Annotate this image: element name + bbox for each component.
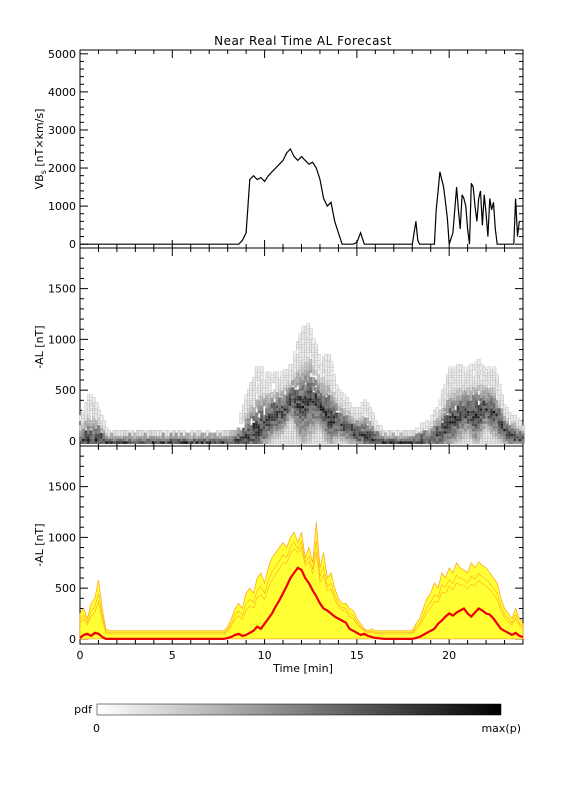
al-pdf-panel: 0 500 1000 1500 -AL [nT] — [33, 247, 525, 448]
pdf-cell — [306, 323, 311, 330]
pdf-cell — [345, 397, 349, 404]
xtick-label: 10 — [258, 649, 272, 662]
pdf-cell — [497, 384, 502, 391]
al-forecast-panel: 0 500 1000 1500 0 5 10 15 20 -AL [nT] Time [min] — [33, 445, 524, 675]
pdf-cell — [378, 425, 383, 432]
pdf-cell — [316, 354, 321, 361]
pdf-cell — [371, 412, 375, 419]
pdf-cell — [260, 366, 264, 373]
ytick-label: 0 — [69, 633, 76, 646]
pdf-cell — [477, 359, 481, 366]
pdf-cell — [254, 412, 259, 419]
pdf-cell — [275, 371, 280, 379]
xtick-label: 5 — [169, 649, 176, 662]
pdf-cell — [332, 374, 336, 381]
pdf-cell — [311, 338, 316, 346]
pdf-cell — [495, 374, 499, 381]
al-forecast-axis-label: -AL [nT] — [33, 523, 46, 566]
pdf-cell — [500, 394, 504, 401]
pdf-cell — [102, 420, 106, 427]
pdf-cell — [309, 328, 313, 335]
ytick-label: 0 — [69, 238, 76, 251]
pdf-cell — [505, 407, 510, 414]
median-line — [79, 566, 524, 640]
pdf-cell — [94, 402, 99, 409]
pdf-cell — [368, 407, 373, 414]
ytick-label: 1000 — [48, 531, 76, 544]
vbs-panel: 0 1000 2000 3000 4000 5000 VBs [nT×km/s] — [33, 48, 524, 251]
colorbar-min-label: 0 — [93, 722, 100, 735]
forecast-band-contour — [79, 546, 524, 635]
pdf-cell — [335, 384, 339, 391]
chart-title: Near Real Time AL Forecast — [214, 34, 392, 48]
pdf-cell — [327, 354, 331, 361]
pdf-cell — [366, 402, 370, 409]
pdf-cell — [461, 366, 466, 373]
ytick-label: 4000 — [48, 86, 76, 99]
pdf-cell — [518, 420, 522, 427]
ytick-label: 1000 — [48, 200, 76, 213]
ytick-label: 500 — [55, 582, 76, 595]
ytick-label: 1000 — [48, 333, 76, 346]
ytick-label: 500 — [55, 384, 76, 397]
colorbar-gradient — [96, 703, 502, 716]
vbs-axis-label: VBs [nT×km/s] — [33, 109, 48, 190]
colorbar-label: pdf — [74, 703, 93, 716]
forecast-band-contour — [79, 540, 524, 634]
ytick-label: 1500 — [48, 481, 76, 494]
al-pdf-axis-label: -AL [nT] — [33, 325, 46, 368]
ytick-label: 3000 — [48, 124, 76, 137]
vbs-series-line — [80, 147, 520, 245]
time-axis-label: Time [min] — [272, 662, 333, 675]
pdf-cell — [492, 366, 497, 373]
ytick-label: 2000 — [48, 162, 76, 175]
xtick-label: 20 — [442, 649, 456, 662]
pdf-cell — [92, 397, 96, 404]
xtick-label: 15 — [350, 649, 364, 662]
pdf-cell — [314, 343, 318, 351]
pdf-cell — [99, 414, 104, 422]
vbs-panel-frame — [79, 49, 524, 249]
pdf-cell — [415, 427, 419, 434]
pdf-cell — [329, 361, 334, 368]
xtick-label: 0 — [77, 649, 84, 662]
pdf-colorbar: pdf 0 max(p) — [74, 703, 521, 735]
forecast-band — [79, 522, 524, 640]
pdf-cell — [97, 409, 101, 417]
colorbar-max-label: max(p) — [481, 722, 521, 735]
pdf-cell — [347, 402, 352, 409]
ytick-label: 5000 — [48, 48, 76, 61]
pdf-cell — [521, 425, 525, 432]
ytick-label: 1500 — [48, 283, 76, 296]
pdf-cell — [373, 420, 378, 427]
ytick-label: 0 — [69, 435, 76, 448]
pdf-cell — [319, 371, 323, 379]
pdf-cell — [252, 407, 256, 414]
